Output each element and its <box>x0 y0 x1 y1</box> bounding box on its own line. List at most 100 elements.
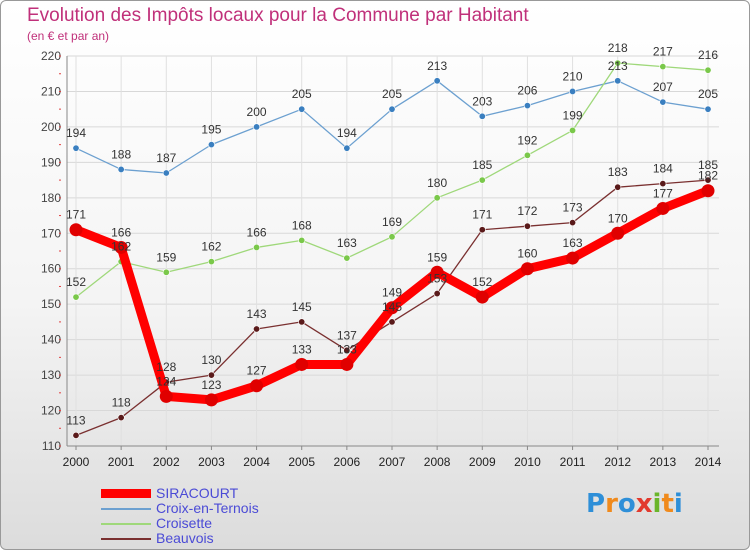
data-point <box>659 180 667 188</box>
data-label: 162 <box>201 240 221 254</box>
data-label: 182 <box>698 169 718 183</box>
data-label: 170 <box>608 211 628 225</box>
logo-letter: i <box>673 489 683 519</box>
data-point <box>385 301 399 315</box>
data-label: 213 <box>608 59 628 73</box>
y-tick-label: 160 <box>41 262 61 276</box>
y-tick-label: 180 <box>41 191 61 205</box>
data-point <box>701 184 715 198</box>
data-label: 124 <box>156 374 176 388</box>
data-label: 205 <box>382 87 402 101</box>
data-label: 166 <box>247 225 267 239</box>
y-tick-label: 220 <box>41 49 61 63</box>
logo-letter: t <box>661 489 674 519</box>
x-tick-label: 2001 <box>108 455 135 469</box>
data-point <box>656 201 670 215</box>
data-point <box>523 102 531 110</box>
data-label: 133 <box>292 342 312 356</box>
data-point <box>340 357 354 371</box>
data-point <box>614 183 622 191</box>
data-point <box>207 258 215 266</box>
data-label: 207 <box>653 80 673 94</box>
data-point <box>659 98 667 106</box>
data-label: 194 <box>337 126 357 140</box>
data-label: 163 <box>337 236 357 250</box>
data-label: 210 <box>563 69 583 83</box>
data-label: 213 <box>427 59 447 73</box>
y-tick-label: 150 <box>41 297 61 311</box>
data-label: 118 <box>112 396 131 410</box>
data-point <box>207 141 215 149</box>
data-point <box>162 268 170 276</box>
data-label: 149 <box>382 286 402 300</box>
data-point <box>72 293 80 301</box>
legend-label: Croix-en-Ternois <box>156 500 259 516</box>
data-label: 195 <box>201 123 221 137</box>
data-point <box>566 251 580 265</box>
data-label: 153 <box>427 272 447 286</box>
y-tick-label: 110 <box>42 439 61 453</box>
data-label: 205 <box>292 87 312 101</box>
data-label: 173 <box>563 201 583 215</box>
data-label: 127 <box>247 364 267 378</box>
data-label: 137 <box>337 328 357 342</box>
data-point <box>704 66 712 74</box>
data-label: 194 <box>66 126 86 140</box>
logo-letter: i <box>652 489 662 519</box>
x-tick-label: 2012 <box>604 455 631 469</box>
x-tick-label: 2003 <box>198 455 225 469</box>
data-point <box>69 223 83 237</box>
data-point <box>207 371 215 379</box>
data-label: 169 <box>382 215 402 229</box>
data-label: 218 <box>608 41 628 55</box>
x-tick-label: 2014 <box>695 455 722 469</box>
data-point <box>523 222 531 230</box>
legend-swatch <box>101 538 151 540</box>
data-label: 192 <box>517 133 537 147</box>
data-point <box>343 254 351 262</box>
data-label: 159 <box>427 250 447 264</box>
data-point <box>253 325 261 333</box>
y-tick-label: 120 <box>41 404 61 418</box>
data-label: 199 <box>563 108 583 122</box>
data-point <box>569 126 577 134</box>
data-label: 128 <box>156 360 176 374</box>
data-label: 166 <box>111 225 131 239</box>
y-tick-label: 210 <box>41 84 61 98</box>
chart-subtitle: (en € et par an) <box>27 29 110 43</box>
y-tick-label: 200 <box>41 120 61 134</box>
data-point <box>433 77 441 85</box>
x-tick-label: 2008 <box>424 455 451 469</box>
x-tick-label: 2009 <box>469 455 496 469</box>
y-tick-label: 140 <box>41 333 61 347</box>
data-point <box>253 243 261 251</box>
data-label: 113 <box>66 413 85 427</box>
x-tick-label: 2002 <box>153 455 180 469</box>
data-label: 171 <box>472 208 492 222</box>
x-tick-label: 2011 <box>560 455 586 469</box>
data-label: 188 <box>111 147 131 161</box>
x-tick-label: 2013 <box>650 455 677 469</box>
data-point <box>569 87 577 95</box>
data-point <box>388 233 396 241</box>
data-label: 205 <box>698 87 718 101</box>
data-label: 206 <box>517 84 537 98</box>
legend-label: Beauvois <box>156 530 214 546</box>
data-point <box>117 414 125 422</box>
logo-letter: P <box>586 489 606 519</box>
x-tick-label: 2005 <box>288 455 315 469</box>
data-label: 216 <box>698 48 718 62</box>
data-label: 184 <box>653 162 673 176</box>
data-label: 152 <box>472 275 492 289</box>
data-point <box>298 318 306 326</box>
legend-label: SIRACOURT <box>156 485 239 501</box>
data-label: 200 <box>247 105 267 119</box>
x-tick-label: 2004 <box>243 455 270 469</box>
data-label: 217 <box>653 45 673 59</box>
legend-label: Croisette <box>156 515 213 531</box>
data-label: 133 <box>337 342 357 356</box>
data-point <box>614 59 622 67</box>
data-label: 143 <box>247 307 267 321</box>
